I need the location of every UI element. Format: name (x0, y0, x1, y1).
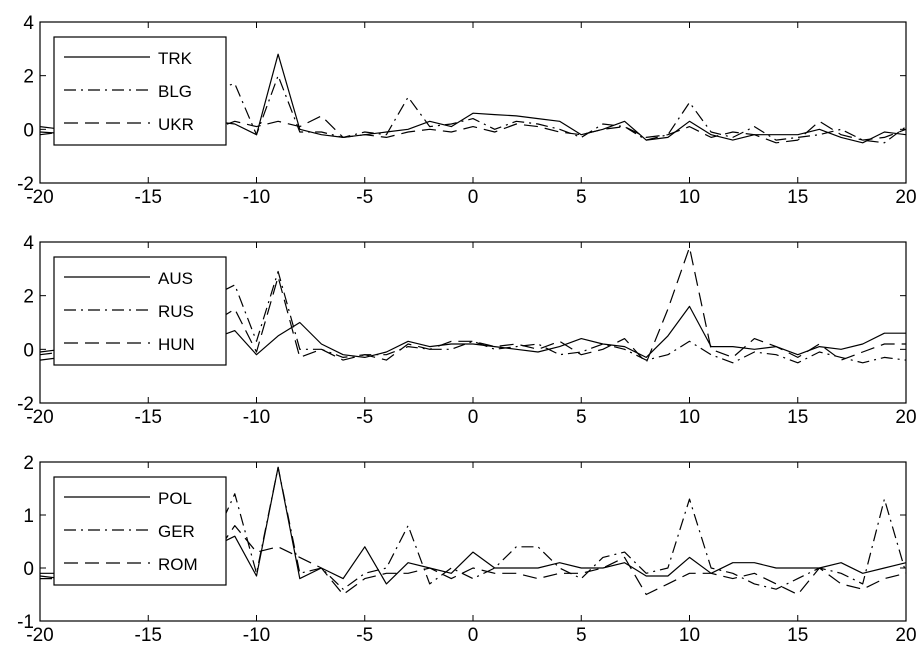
legend: TRK BLG UKR (53, 36, 227, 146)
legend-label-ukr: UKR (158, 115, 194, 134)
x-tick-label: -15 (135, 407, 162, 428)
x-tick-label: 20 (895, 407, 916, 428)
y-tick-label: -1 (17, 612, 34, 633)
x-tick-label: 15 (787, 407, 808, 428)
x-tick-label: 5 (576, 187, 587, 208)
y-tick-label: 2 (23, 67, 34, 88)
y-tick-label: -2 (17, 174, 34, 195)
y-tick-label: -2 (17, 394, 34, 415)
legend-label-blg: BLG (158, 82, 192, 101)
legend-label-rus: RUS (158, 302, 194, 321)
x-tick-label: -15 (135, 187, 162, 208)
y-tick-label: 0 (23, 120, 34, 141)
x-tick-label: 20 (895, 187, 916, 208)
x-tick-label: 0 (468, 407, 479, 428)
legend: POL GER ROM (53, 476, 227, 586)
x-tick-label: 10 (679, 407, 700, 428)
x-tick-label: 15 (787, 625, 808, 646)
x-tick-label: -10 (243, 187, 270, 208)
x-tick-label: -20 (26, 625, 53, 646)
x-tick-label: -20 (26, 187, 53, 208)
legend-box (53, 256, 227, 366)
y-tick-label: 2 (23, 453, 34, 474)
legend-label-ger: GER (158, 522, 195, 541)
series-line-ukr (39, 115, 907, 144)
y-tick-label: 2 (23, 287, 34, 308)
legend-box (53, 476, 227, 586)
legend-label-hun: HUN (158, 335, 195, 354)
x-tick-label: -5 (356, 625, 373, 646)
legend-label-pol: POL (158, 489, 192, 508)
y-tick-label: 0 (23, 559, 34, 580)
legend: AUS RUS HUN (53, 256, 227, 366)
y-tick-label: 1 (23, 506, 34, 527)
x-tick-label: 0 (468, 187, 479, 208)
x-tick-label: -10 (243, 407, 270, 428)
x-tick-label: 15 (787, 187, 808, 208)
y-tick-label: 0 (23, 340, 34, 361)
x-tick-label: -15 (135, 625, 162, 646)
x-tick-label: 5 (576, 625, 587, 646)
series-line-rom (40, 524, 907, 596)
x-tick-label: -5 (356, 187, 373, 208)
legend-label-rom: ROM (158, 555, 198, 574)
x-tick-label: -5 (356, 407, 373, 428)
legend-box (53, 36, 227, 146)
x-tick-label: 10 (679, 187, 700, 208)
x-tick-label: 10 (679, 625, 700, 646)
x-tick-label: -20 (26, 407, 53, 428)
series-line-hun (39, 246, 906, 364)
y-tick-label: 4 (23, 233, 34, 254)
x-tick-label: 0 (468, 625, 479, 646)
x-tick-label: 20 (895, 625, 916, 646)
x-tick-label: 5 (576, 407, 587, 428)
y-tick-label: 4 (23, 13, 34, 34)
legend-label-trk: TRK (158, 49, 193, 68)
x-tick-label: -10 (243, 625, 270, 646)
legend-label-aus: AUS (158, 269, 193, 288)
